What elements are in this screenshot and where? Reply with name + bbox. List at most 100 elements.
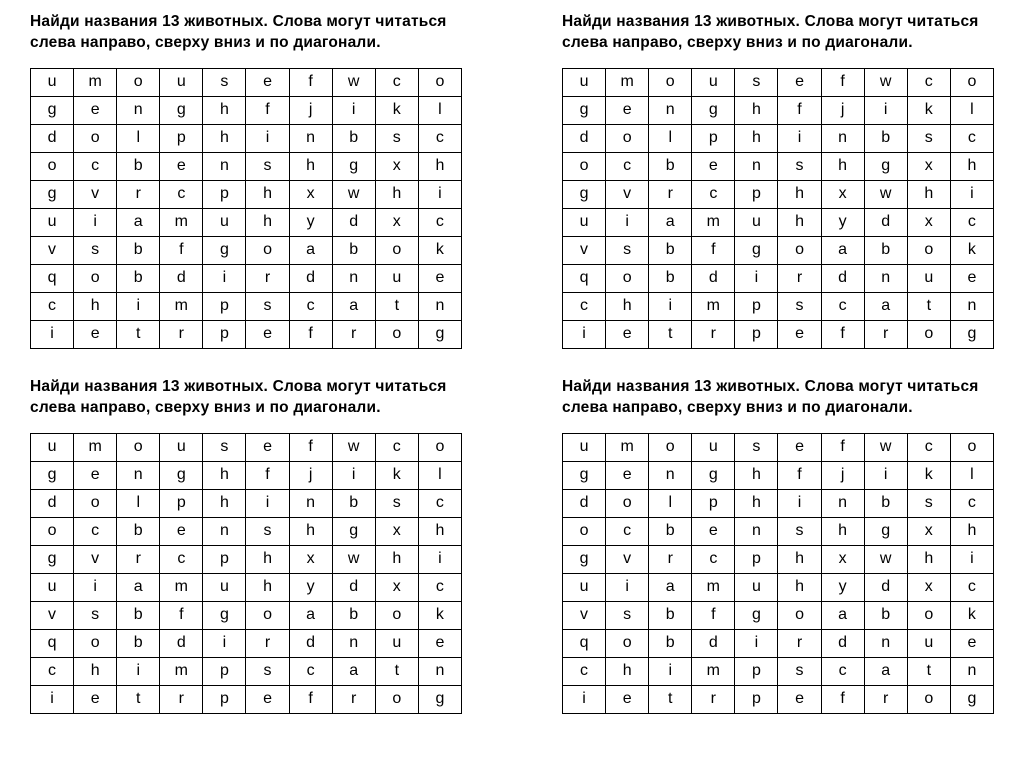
grid-cell: s xyxy=(735,68,778,96)
grid-cell: d xyxy=(864,208,907,236)
grid-cell: i xyxy=(778,489,821,517)
puzzle-block: Найди названия 13 животных. Слова могут … xyxy=(562,377,994,714)
grid-cell: c xyxy=(74,152,117,180)
grid-cell: h xyxy=(606,292,649,320)
grid-cell: m xyxy=(160,573,203,601)
grid-cell: b xyxy=(649,629,692,657)
grid-cell: g xyxy=(864,152,907,180)
grid-cell: d xyxy=(563,124,606,152)
grid-cell: b xyxy=(649,601,692,629)
grid-cell: j xyxy=(289,461,332,489)
grid-cell: n xyxy=(203,517,246,545)
grid-cell: i xyxy=(332,461,375,489)
grid-cell: n xyxy=(649,461,692,489)
grid-cell: o xyxy=(606,489,649,517)
grid-cell: a xyxy=(649,573,692,601)
grid-cell: s xyxy=(74,601,117,629)
grid-cell: b xyxy=(117,264,160,292)
grid-cell: u xyxy=(375,629,418,657)
table-row: genghfjikl xyxy=(31,461,462,489)
grid-cell: g xyxy=(692,96,735,124)
grid-cell: e xyxy=(606,685,649,713)
grid-cell: t xyxy=(375,292,418,320)
grid-cell: i xyxy=(735,629,778,657)
grid-cell: b xyxy=(332,601,375,629)
grid-cell: h xyxy=(246,545,289,573)
grid-cell: k xyxy=(950,236,993,264)
grid-cell: b xyxy=(117,152,160,180)
grid-cell: a xyxy=(289,236,332,264)
grid-cell: e xyxy=(160,517,203,545)
grid-cell: f xyxy=(821,433,864,461)
grid-cell: r xyxy=(117,545,160,573)
grid-cell: x xyxy=(907,208,950,236)
grid-cell: e xyxy=(246,433,289,461)
grid-cell: r xyxy=(332,685,375,713)
table-row: uiamuhydxc xyxy=(563,573,994,601)
grid-cell: x xyxy=(289,545,332,573)
grid-cell: c xyxy=(160,545,203,573)
grid-cell: g xyxy=(31,461,74,489)
grid-cell: b xyxy=(649,152,692,180)
grid-cell: u xyxy=(375,264,418,292)
grid-cell: t xyxy=(117,320,160,348)
grid-cell: o xyxy=(74,264,117,292)
grid-cell: a xyxy=(821,601,864,629)
grid-cell: i xyxy=(418,180,461,208)
grid-cell: p xyxy=(203,657,246,685)
table-row: ocbenshgxh xyxy=(563,517,994,545)
grid-cell: x xyxy=(375,152,418,180)
wordsearch-grid: umousefwcogenghfjikldolphinbscocbenshgxh… xyxy=(30,68,462,349)
grid-cell: h xyxy=(375,545,418,573)
grid-cell: e xyxy=(74,685,117,713)
grid-cell: j xyxy=(821,461,864,489)
table-row: vsbfgoabok xyxy=(563,601,994,629)
grid-cell: i xyxy=(950,545,993,573)
grid-cell: a xyxy=(289,601,332,629)
grid-cell: n xyxy=(950,292,993,320)
grid-cell: e xyxy=(950,264,993,292)
table-row: gvrcphxwhi xyxy=(563,180,994,208)
grid-cell: x xyxy=(375,517,418,545)
grid-cell: d xyxy=(692,629,735,657)
grid-cell: r xyxy=(160,685,203,713)
grid-cell: b xyxy=(332,236,375,264)
grid-cell: h xyxy=(418,517,461,545)
grid-cell: n xyxy=(735,152,778,180)
grid-cell: w xyxy=(332,433,375,461)
grid-cell: d xyxy=(31,489,74,517)
grid-cell: m xyxy=(160,292,203,320)
grid-cell: x xyxy=(375,573,418,601)
grid-cell: o xyxy=(117,433,160,461)
grid-cell: x xyxy=(375,208,418,236)
grid-cell: b xyxy=(649,236,692,264)
grid-cell: h xyxy=(950,152,993,180)
grid-cell: g xyxy=(31,180,74,208)
grid-cell: o xyxy=(375,685,418,713)
grid-cell: o xyxy=(778,601,821,629)
grid-cell: o xyxy=(418,68,461,96)
table-row: qobdirdnue xyxy=(31,264,462,292)
grid-cell: i xyxy=(203,629,246,657)
grid-cell: c xyxy=(950,124,993,152)
grid-cell: u xyxy=(203,208,246,236)
grid-cell: c xyxy=(563,657,606,685)
grid-cell: q xyxy=(31,629,74,657)
grid-cell: i xyxy=(563,320,606,348)
grid-cell: g xyxy=(203,601,246,629)
grid-cell: i xyxy=(778,124,821,152)
grid-cell: i xyxy=(74,573,117,601)
grid-cell: u xyxy=(203,573,246,601)
grid-cell: s xyxy=(203,433,246,461)
grid-cell: q xyxy=(31,264,74,292)
grid-cell: d xyxy=(821,629,864,657)
grid-cell: c xyxy=(418,124,461,152)
grid-cell: n xyxy=(332,264,375,292)
grid-cell: c xyxy=(418,208,461,236)
grid-cell: o xyxy=(74,629,117,657)
grid-cell: h xyxy=(821,517,864,545)
grid-cell: s xyxy=(907,124,950,152)
table-row: genghfjikl xyxy=(563,96,994,124)
grid-cell: u xyxy=(907,629,950,657)
grid-cell: g xyxy=(31,545,74,573)
